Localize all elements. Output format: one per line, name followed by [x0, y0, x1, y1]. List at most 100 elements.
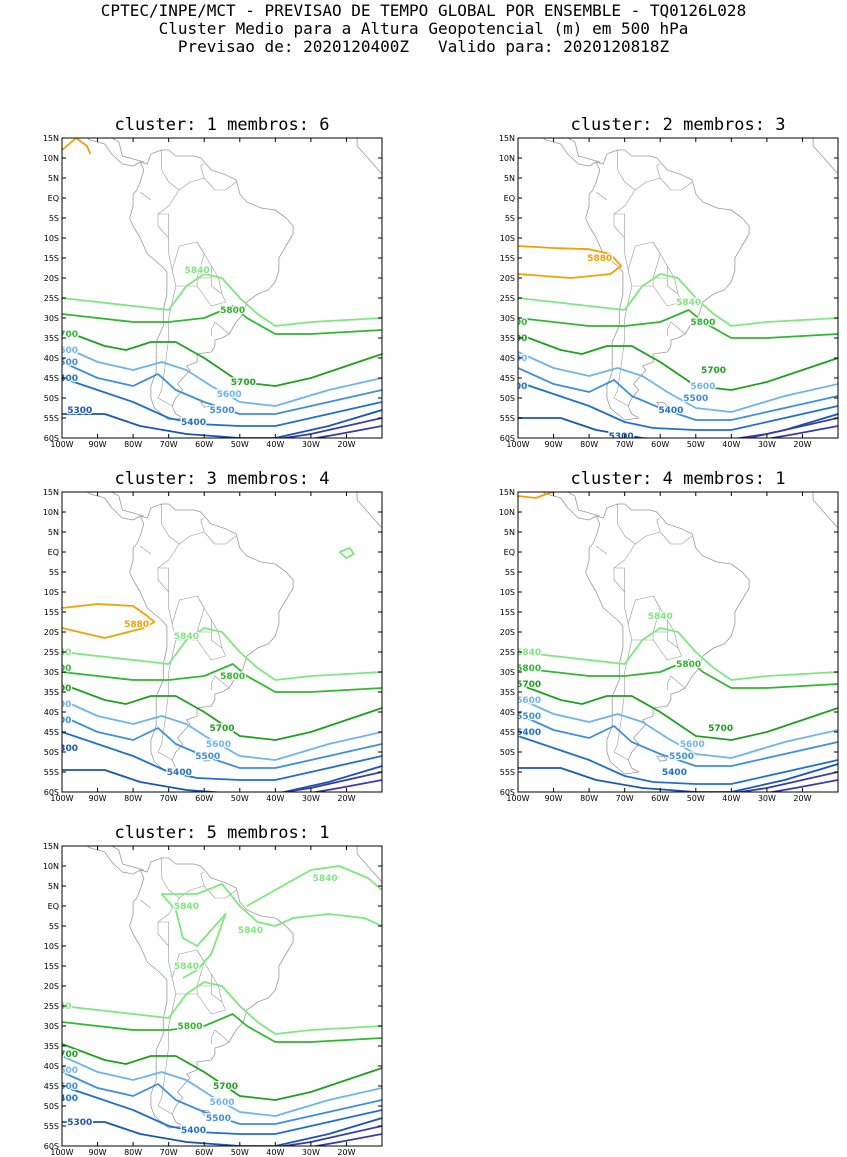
contour-label: 5800: [220, 672, 245, 682]
contour-label: 5840: [238, 926, 263, 936]
contour-label: 5700: [213, 1082, 238, 1092]
map-panel-3: cluster: 3 membros: 4 5880 5840 340 300 5800 7…: [26, 460, 383, 803]
country-border: [140, 191, 152, 201]
lat-label: 55S: [44, 1122, 59, 1131]
contour-label: 300: [53, 664, 72, 674]
lat-label: 30S: [44, 1022, 59, 1031]
lon-label: 90W: [89, 794, 107, 803]
contour-line: [310, 1133, 382, 1146]
lon-label: 70W: [160, 794, 178, 803]
contour-line: [62, 731, 382, 781]
lat-label: 55S: [500, 414, 515, 423]
lat-label: 50S: [500, 748, 515, 757]
country-border: [652, 278, 682, 307]
country-border: [171, 241, 212, 287]
lat-label: 35S: [44, 688, 59, 697]
coastline: [129, 503, 294, 775]
lat-label: 55S: [44, 414, 59, 423]
lat-label: 45S: [44, 1082, 59, 1091]
lon-label: 70W: [616, 794, 634, 803]
lat-label: 45S: [500, 374, 515, 383]
lat-label: 45S: [44, 728, 59, 737]
contour-line: [518, 367, 838, 421]
lon-label: 30W: [302, 440, 320, 449]
coastline: [86, 846, 141, 875]
lon-label: 90W: [89, 440, 107, 449]
contour-label: 5840: [174, 962, 199, 972]
country-border: [652, 241, 661, 279]
country-border: [158, 213, 169, 238]
contour-label: 300: [509, 354, 528, 364]
contour-label: 5800: [690, 318, 715, 328]
contour-label: 300: [509, 382, 528, 392]
panel-title: cluster: 4 membros: 1: [571, 469, 786, 489]
lon-label: 100W: [506, 440, 529, 449]
lon-label: 100W: [506, 794, 529, 803]
contour-line: [161, 883, 382, 927]
contour-label: 5800: [516, 664, 541, 674]
country-border: [596, 545, 608, 555]
map-frame: [517, 137, 839, 439]
contour-label: 5840: [648, 612, 673, 622]
lat-label: 60S: [44, 788, 59, 797]
lat-label: 35S: [500, 334, 515, 343]
lon-label: 40W: [722, 794, 740, 803]
contour-label: 5840: [516, 648, 541, 658]
contour-line: [62, 409, 382, 438]
contour-line: [518, 245, 622, 279]
contour-line: [62, 1055, 382, 1117]
coastline: [356, 846, 382, 883]
coastline: [98, 468, 109, 488]
contour-label: 5300: [67, 406, 92, 416]
coastline: [26, 460, 62, 484]
country-border: [652, 632, 682, 661]
lat-label: 25S: [500, 294, 515, 303]
country-border: [211, 321, 230, 336]
lon-label: 60W: [651, 440, 669, 449]
contour-line: [62, 1043, 382, 1101]
lon-label: 30W: [758, 440, 776, 449]
country-border: [211, 1029, 230, 1044]
contour-line: [518, 381, 838, 431]
lat-label: 50S: [44, 1102, 59, 1111]
contour-label: 5600: [516, 696, 541, 706]
lon-label: 50W: [231, 794, 249, 803]
country-border: [635, 517, 661, 545]
lat-label: 5S: [505, 214, 515, 223]
contour-line: [62, 305, 382, 335]
lat-label: 10S: [44, 588, 59, 597]
lat-label: 10N: [43, 154, 59, 163]
lat-label: 30S: [44, 314, 59, 323]
lat-label: 10S: [44, 234, 59, 243]
country-border: [157, 285, 177, 407]
lat-label: 55S: [500, 768, 515, 777]
contour-label: 700: [53, 684, 72, 694]
contour-label: 5400: [53, 1094, 78, 1104]
lat-label: 55S: [44, 768, 59, 777]
contour-line: [62, 765, 382, 792]
lat-label: EQ: [504, 548, 515, 557]
coastline: [356, 138, 382, 175]
lat-label: 10S: [500, 588, 515, 597]
coastline: [86, 492, 141, 521]
country-border: [158, 567, 169, 592]
lat-label: 5S: [49, 214, 59, 223]
contour-line: [310, 779, 382, 792]
country-border: [158, 921, 169, 946]
contour-label: 5400: [181, 418, 206, 428]
lat-label: 20S: [44, 628, 59, 637]
contour-line: [62, 981, 382, 1035]
contour-line: [62, 138, 92, 155]
contour-label: 5600: [53, 346, 78, 356]
contour-label: 5700: [53, 1050, 78, 1060]
contour-line: [62, 345, 382, 407]
coastline: [566, 138, 600, 163]
lat-label: 15N: [43, 134, 59, 143]
lon-label: 60W: [195, 440, 213, 449]
country-border: [196, 241, 205, 279]
contour-line: [62, 1085, 382, 1135]
lat-label: 20S: [44, 982, 59, 991]
lon-label: 20W: [337, 440, 355, 449]
contour-label: 5840: [313, 874, 338, 884]
contour-label: 5400: [53, 374, 78, 384]
